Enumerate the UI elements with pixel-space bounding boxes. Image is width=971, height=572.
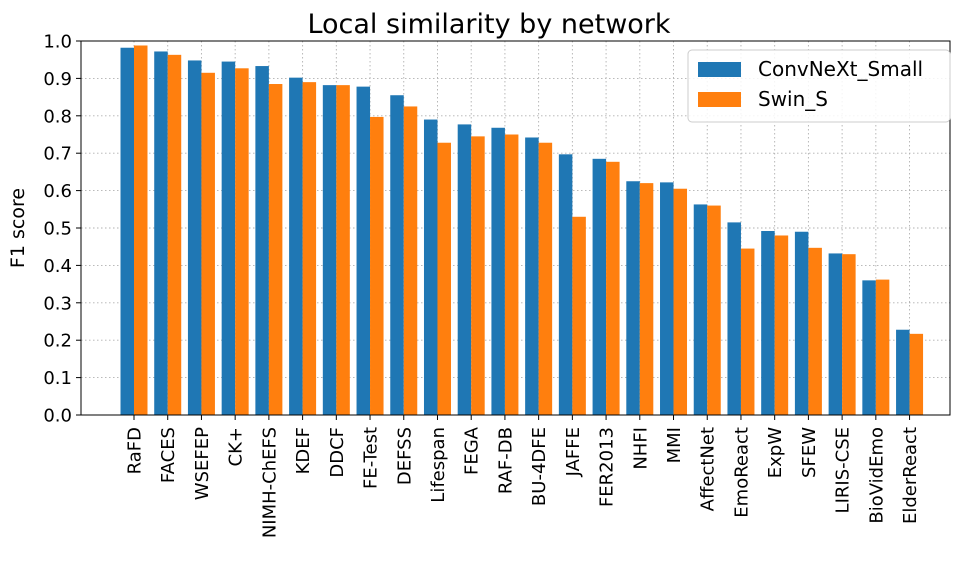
legend: ConvNeXt_Small Swin_S [687,49,951,123]
chart-title: Local similarity by network [307,9,670,40]
y-tick-label: 0.5 [43,219,72,240]
bar-convnext-small [761,230,775,415]
bar-swin-s [909,333,924,415]
bar-convnext-small [491,127,505,415]
x-tick-label: SFEW [799,427,820,478]
bar-swin-s [842,254,856,415]
y-tick-label: 0.3 [43,293,72,314]
bar-swin-s [673,188,688,415]
bar-swin-s [875,279,890,415]
x-tick-label: DDCF [327,427,348,478]
legend-label: Swin_S [758,87,828,111]
x-tick-label: AffectNet [698,427,719,511]
x-tick-label: RAF-DB [495,427,516,494]
x-tick-label: FE-Test [361,427,382,489]
bar-swin-s [437,142,451,415]
bar-convnext-small [862,280,876,415]
bar-convnext-small [187,60,202,416]
legend-swatch [698,62,741,77]
x-tick-label: ExpW [765,427,786,478]
y-tick-label: 0.9 [43,69,72,90]
bar-swin-s [235,68,249,415]
bar-swin-s [639,183,654,415]
bar-swin-s [336,85,350,415]
bar-convnext-small [289,77,303,415]
bar-convnext-small [423,119,438,415]
bars [120,45,924,416]
x-tick-label: LIRIS-CSE [833,427,854,513]
bar-swin-s [740,248,755,415]
x-tick-label: FACES [158,427,179,483]
legend-box [687,49,951,123]
x-tick-label: FEGA [462,426,483,475]
y-tick-label: 0.1 [43,368,72,389]
x-tick-label: ElderReact [900,427,921,524]
bar-swin-s [302,82,317,415]
y-tick-label: 0.7 [43,144,72,165]
x-tick-label: BioVidEmo [866,427,887,524]
bar-convnext-small [558,154,573,415]
y-tick-label: 1.0 [43,32,72,53]
x-axis-ticks: RaFD FACES WSEFEP CK+ NIMH-ChEFS KDEF DDCF FE-T… [125,415,921,538]
x-tick-label: NHFI [630,427,651,470]
y-axis-label: F1 score [7,188,29,268]
bar-swin-s [471,136,485,415]
x-tick-label: EmoReact [731,427,752,518]
x-tick-label: Lifespan [428,427,449,503]
bar-swin-s [774,235,789,415]
bar-convnext-small [322,85,337,415]
x-tick-label: CK+ [226,427,247,466]
bar-swin-s [808,247,822,415]
x-tick-label: FER2013 [597,427,618,507]
bar-swin-s [167,54,182,415]
x-tick-label: NIMH-ChEFS [259,427,280,538]
x-tick-label: RaFD [125,427,146,474]
bar-convnext-small [221,61,236,415]
bar-convnext-small [626,181,640,415]
legend-swatch [698,92,741,107]
x-tick-label: MMI [664,427,685,463]
bar-convnext-small [525,137,539,415]
bar-convnext-small [356,86,371,416]
x-tick-label: BU-4DFE [529,427,550,506]
x-tick-label: JAFFE [563,427,584,477]
y-tick-label: 0.8 [43,106,72,127]
bar-swin-s [268,84,283,415]
y-tick-label: 0.4 [43,256,72,277]
bar-convnext-small [390,95,404,415]
y-tick-label: 0.6 [43,181,72,202]
y-tick-label: 0.2 [43,331,72,352]
bar-convnext-small [154,51,168,416]
bar-swin-s [538,142,553,415]
x-tick-label: WSEFEP [192,427,213,500]
bar-convnext-small [693,204,708,415]
bar-convnext-small [794,231,809,415]
bar-swin-s [504,134,519,415]
bar-convnext-small [896,329,910,415]
bar-swin-s [707,205,721,415]
x-tick-label: DEFSS [394,427,415,485]
bar-convnext-small [592,158,607,415]
bar-convnext-small [120,47,134,416]
bar-convnext-small [727,222,741,415]
bar-swin-s [572,216,586,415]
x-tick-label: KDEF [293,427,314,474]
y-tick-label: 0.0 [43,406,72,427]
bar-swin-s [403,106,418,415]
bar-convnext-small [255,66,269,416]
bar-swin-s [201,72,215,415]
bar-swin-s [606,161,620,415]
bar-swin-s [134,45,148,415]
bar-swin-s [370,116,384,415]
bar-convnext-small [660,182,674,415]
bar-convnext-small [457,124,472,415]
bar-convnext-small [828,253,843,415]
y-axis-ticks: 0.0 0.1 0.2 0.3 0.4 0.5 0.6 0.7 0.8 0.9 1.0 [43,32,81,427]
legend-label: ConvNeXt_Small [758,57,923,81]
